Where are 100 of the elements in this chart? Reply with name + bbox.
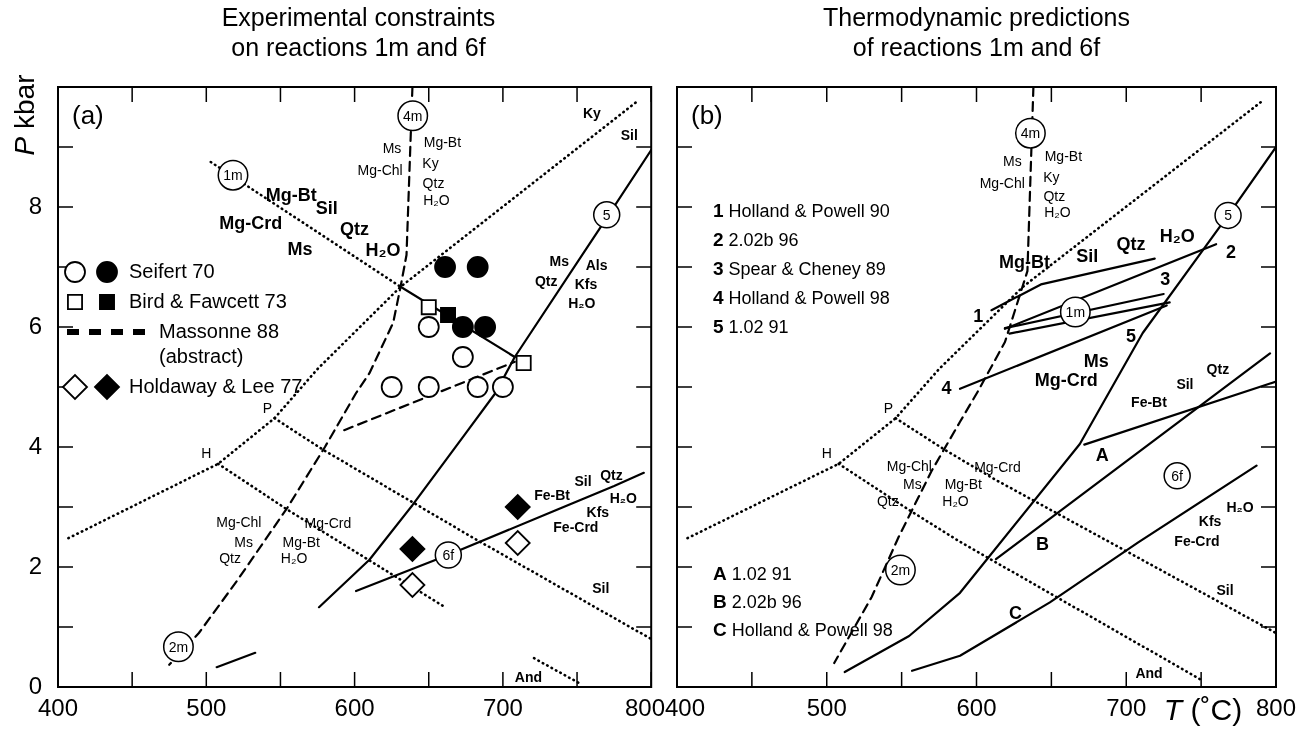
annotation: Mg-Bt	[1044, 147, 1083, 164]
annotation: Kfs	[574, 275, 598, 292]
x-tick-label: 800	[1255, 693, 1297, 721]
annotation: 1 Holland & Powell 90	[713, 200, 890, 222]
annotation: H	[201, 444, 212, 461]
annotation: Mg-Chl	[216, 513, 262, 530]
annotation: Mg-Chl	[886, 458, 932, 475]
annotation: Qtz	[534, 272, 558, 289]
legend-label: Seifert 70	[129, 259, 215, 282]
annotation: Mg-Bt	[998, 252, 1050, 273]
annotation: Mg-Crd	[1034, 369, 1098, 390]
annotation: Mg-Crd	[974, 458, 1021, 475]
annotation: Sil	[592, 579, 610, 596]
annotation: Qtz	[422, 174, 445, 191]
y-axis-title: P kbar	[9, 74, 40, 156]
annotation: H₂O	[1159, 225, 1195, 246]
annotation: H₂O	[1226, 498, 1254, 515]
y-tick-label: 4	[28, 431, 42, 459]
chart-title: Thermodynamic predictions of reactions 1m and 6f	[821, 2, 1132, 62]
annotation: 1m	[223, 167, 243, 184]
annotation: 5	[602, 206, 611, 223]
annotation: Fe-Bt	[1131, 393, 1168, 410]
annotation: Ms	[382, 140, 402, 157]
annotation: 5 1.02 91	[713, 316, 789, 338]
annotation: 2	[1226, 241, 1237, 262]
annotation: 4m	[403, 107, 423, 124]
annotation: 6f	[1171, 467, 1184, 484]
annotation: Ky	[582, 104, 602, 121]
y-tick-label: 6	[28, 311, 42, 339]
annotation: Qtz	[1043, 188, 1066, 205]
annotation: 3	[1160, 268, 1171, 289]
annotation: 3 Spear & Cheney 89	[713, 258, 886, 280]
annotation: Ms	[903, 476, 922, 493]
annotation: And	[1135, 665, 1163, 682]
annotation: Ms	[234, 533, 254, 550]
annotation: 5	[1126, 325, 1137, 346]
legend-label: Massonne 88 (abstract)	[159, 319, 280, 367]
annotation: Mg-Bt	[265, 184, 317, 205]
chart-title: Experimental constraints on reactions 1m and 6f	[220, 2, 497, 62]
x-tick-label: 700	[482, 693, 523, 721]
annotation: Mg-Bt	[282, 533, 320, 550]
annotation: Qtz	[876, 492, 899, 509]
annotation: 1m	[1065, 303, 1086, 320]
annotation: H₂O	[568, 294, 596, 311]
annotation: (a)	[72, 100, 104, 131]
annotation: Qtz	[219, 549, 241, 566]
annotation: Sil	[1076, 245, 1099, 266]
annotation: Sil	[1176, 376, 1194, 393]
annotation: And	[514, 668, 543, 685]
annotation: H₂O	[942, 492, 969, 509]
annotation: Mg-Bt	[423, 134, 462, 151]
annotation: C Holland & Powell 98	[713, 619, 893, 641]
annotation: 5	[1224, 207, 1233, 224]
annotation: Fe-Crd	[553, 518, 599, 535]
annotation: Mg-Crd	[219, 213, 283, 234]
x-tick-label: 800	[624, 693, 665, 721]
annotation: 2m	[168, 638, 189, 655]
annotation: Qtz	[340, 219, 370, 240]
y-tick-label: 2	[28, 551, 42, 579]
annotation: A	[1095, 445, 1109, 466]
x-tick-label: 700	[1106, 693, 1147, 721]
annotation: H₂O	[609, 489, 638, 506]
annotation: Fe-Crd	[1174, 533, 1220, 550]
annotation: C	[1008, 603, 1022, 624]
annotation: 4	[941, 378, 952, 399]
annotation: Sil	[574, 473, 592, 490]
y-tick-label: 8	[28, 191, 42, 219]
x-tick-label: 600	[334, 693, 375, 721]
annotation: 1	[973, 305, 984, 326]
annotation: Ms	[1083, 351, 1109, 372]
annotation: Ms	[1003, 152, 1022, 169]
annotation: Qtz	[600, 467, 623, 484]
x-tick-label: 600	[956, 693, 997, 721]
annotation: P	[883, 399, 894, 416]
annotation: 2 2.02b 96	[713, 229, 799, 251]
annotation: Sil	[620, 126, 638, 143]
annotation: Als	[585, 257, 608, 274]
annotation: H₂O	[280, 549, 308, 566]
annotation: Qtz	[1206, 360, 1230, 377]
annotation: H₂O	[423, 191, 450, 208]
annotation: 2m	[890, 561, 911, 578]
annotation: A 1.02 91	[713, 563, 792, 585]
annotation: Kfs	[586, 503, 610, 520]
annotation: B	[1035, 534, 1049, 555]
annotation: (b)	[691, 100, 723, 131]
x-tick-label: 500	[806, 693, 847, 721]
annotation: 4m	[1020, 125, 1041, 142]
annotation: Ky	[1043, 168, 1060, 185]
annotation: P	[262, 399, 273, 416]
x-tick-label: 400	[665, 693, 706, 721]
annotation: Ms	[549, 252, 570, 269]
annotation: Fe-Bt	[534, 486, 571, 503]
annotation: Mg-Chl	[979, 174, 1025, 191]
annotation: 6f	[442, 546, 455, 563]
annotation: H₂O	[365, 240, 401, 261]
x-axis-title: T (˚C)	[1162, 692, 1244, 728]
legend-label: Holdaway & Lee 77	[129, 374, 303, 397]
annotation: Kfs	[1198, 513, 1222, 530]
annotation: B 2.02b 96	[713, 591, 802, 613]
annotation: H	[821, 444, 832, 461]
